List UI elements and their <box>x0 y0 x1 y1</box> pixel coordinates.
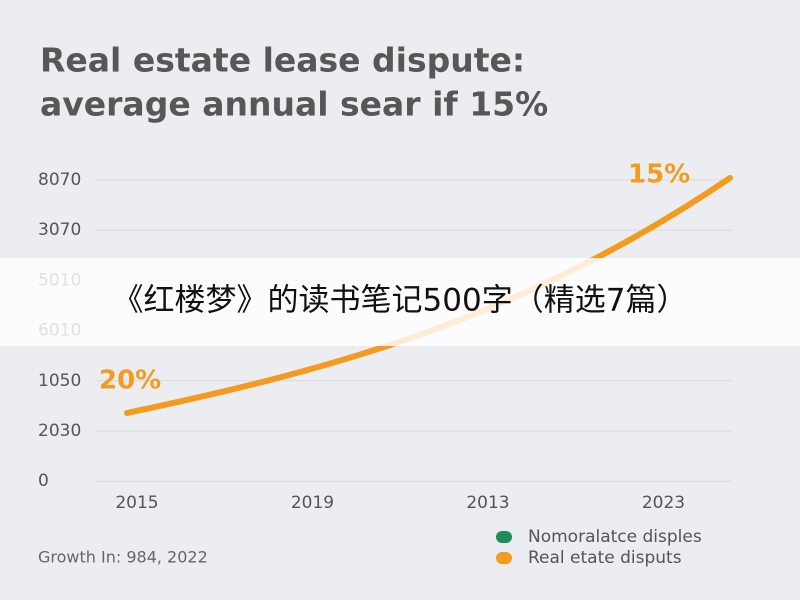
x-tick-label: 2013 <box>466 493 509 513</box>
legend-swatch <box>496 531 512 543</box>
footnote: Growth In: 984, 2022 <box>38 548 208 567</box>
banner-text: 《红楼梦》的读书笔记500字（精选7篇） <box>113 283 688 319</box>
chart-title: Real estate lease dispute: <box>40 41 525 80</box>
chart-title: average annual sear if 15% <box>40 85 548 124</box>
y-tick-label: 0 <box>38 471 49 491</box>
x-tick-label: 2023 <box>642 493 685 513</box>
banner-bg <box>0 258 800 346</box>
y-tick-label: 8070 <box>38 170 81 190</box>
y-tick-label: 3070 <box>38 220 81 240</box>
legend-swatch <box>496 552 512 564</box>
y-tick-label: 1050 <box>38 371 81 391</box>
legend-label: Nomoralatce disples <box>528 527 702 547</box>
x-tick-label: 2015 <box>115 493 158 513</box>
y-tick-label: 2030 <box>38 421 81 441</box>
x-tick-label: 2019 <box>291 493 334 513</box>
legend-label: Real etate disputs <box>528 548 682 568</box>
annotation: 15% <box>628 160 690 190</box>
annotation: 20% <box>99 366 161 396</box>
